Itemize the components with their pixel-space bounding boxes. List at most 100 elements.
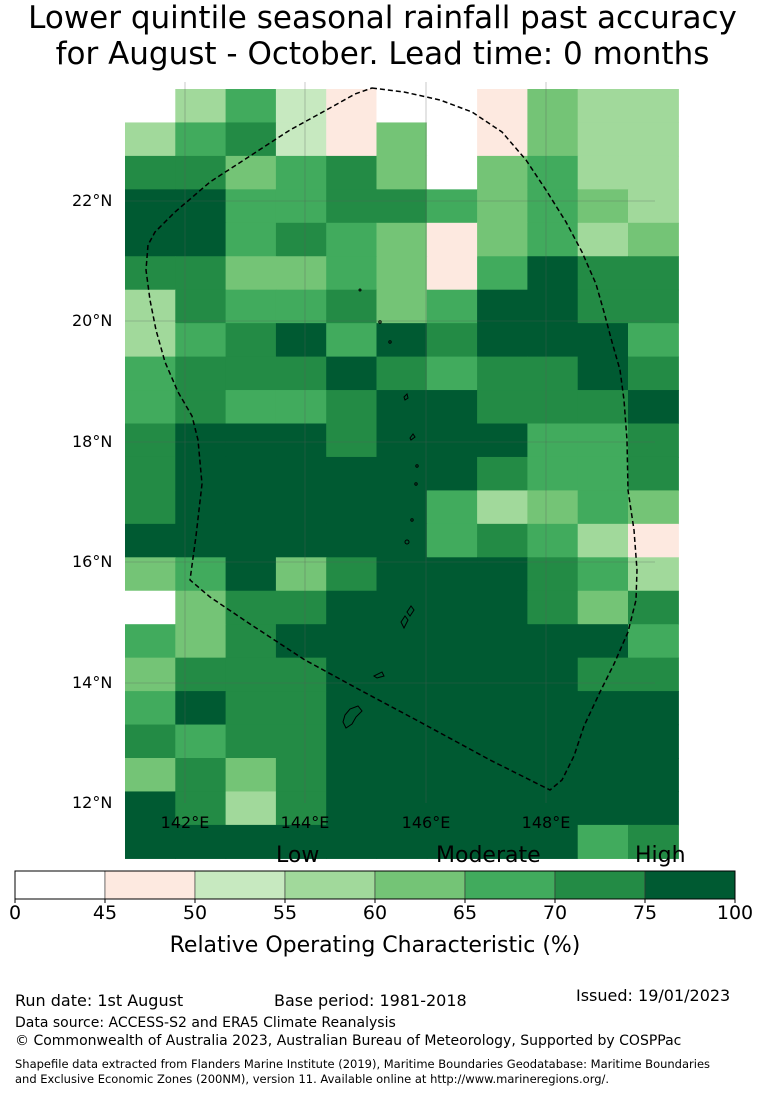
map-cell	[527, 657, 579, 692]
map-cell	[175, 557, 227, 592]
map-cell	[577, 557, 629, 592]
colorbar-tick-45: 45	[92, 902, 118, 924]
map-cell	[628, 624, 679, 659]
map-cell	[225, 155, 277, 190]
map-cell	[175, 423, 227, 458]
map-cell	[527, 356, 579, 391]
map-cell	[125, 456, 176, 491]
map-cell	[225, 758, 277, 793]
map-cell	[275, 122, 327, 157]
map-cell	[225, 356, 277, 391]
map-cell	[577, 523, 629, 558]
colorbar-swatch	[644, 870, 736, 900]
map-cell	[426, 122, 478, 157]
map-cell	[477, 657, 528, 692]
colorbar-title: Relative Operating Characteristic (%)	[169, 933, 581, 958]
map-cell	[125, 791, 176, 826]
map-cell	[628, 256, 679, 291]
map-cell	[125, 89, 176, 124]
map-cell	[225, 423, 277, 458]
map-cell	[527, 189, 579, 224]
map-cell	[225, 657, 277, 692]
map-cell	[577, 423, 629, 458]
map-cell	[275, 222, 327, 257]
map-cell	[527, 390, 579, 425]
map-cell	[477, 390, 528, 425]
shapefile-credit-line-2: and Exclusive Economic Zones (200NM), ve…	[15, 1072, 610, 1086]
map-cell	[225, 323, 277, 358]
colorbar-swatch	[194, 870, 286, 900]
map-cell	[326, 289, 378, 324]
map-cell	[628, 824, 679, 859]
map-cell	[527, 724, 579, 759]
map-cell	[628, 791, 679, 826]
map-cell	[225, 456, 277, 491]
map-cell	[175, 256, 227, 291]
run-date: Run date: 1st August	[15, 991, 184, 1010]
map-cell	[426, 189, 478, 224]
data-source: Data source: ACCESS-S2 and ERA5 Climate …	[15, 1015, 396, 1031]
map-cell	[577, 791, 629, 826]
map-cell	[175, 89, 227, 124]
map-cell	[376, 122, 428, 157]
map-cell	[376, 222, 428, 257]
map-cell	[577, 323, 629, 358]
island-outlines	[342, 288, 419, 729]
map-cell	[225, 724, 277, 759]
map-cell	[125, 122, 176, 157]
map-cell	[426, 824, 478, 859]
map-cell	[225, 289, 277, 324]
map-cell	[225, 222, 277, 257]
map-cell	[125, 323, 176, 358]
lat-label-14n: 14°N	[72, 673, 113, 692]
colorbar-swatch	[284, 870, 376, 900]
map-cell	[477, 222, 528, 257]
map-cell	[225, 824, 277, 859]
map-cell	[426, 390, 478, 425]
map-cell	[527, 590, 579, 625]
map-cell	[628, 724, 679, 759]
map-cell	[125, 824, 176, 859]
map-cell	[628, 523, 679, 558]
issued-date: Issued: 19/01/2023	[576, 986, 731, 1005]
lon-label-142e: 142°E	[160, 813, 210, 832]
copyright: © Commonwealth of Australia 2023, Austra…	[15, 1033, 682, 1049]
map-cell	[527, 122, 579, 157]
map-cell	[175, 356, 227, 391]
map-cell	[125, 758, 176, 793]
map-cell	[527, 456, 579, 491]
map-cell	[477, 590, 528, 625]
map-cell	[326, 356, 378, 391]
map-cell	[376, 490, 428, 525]
map-cell	[175, 222, 227, 257]
map-cell	[175, 390, 227, 425]
map-cell	[577, 590, 629, 625]
map-cell	[426, 289, 478, 324]
map-cell	[527, 758, 579, 793]
map-cell	[527, 89, 579, 124]
map-cell	[275, 724, 327, 759]
map-cell	[275, 523, 327, 558]
map-cell	[577, 724, 629, 759]
map-cell	[426, 423, 478, 458]
map-cell	[175, 657, 227, 692]
map-cell	[628, 557, 679, 592]
map-cell	[326, 222, 378, 257]
map-cell	[477, 490, 528, 525]
shapefile-credit-line-1: Shapefile data extracted from Flanders M…	[15, 1057, 711, 1071]
map-cell	[376, 724, 428, 759]
map-cell	[628, 456, 679, 491]
map-cell	[477, 423, 528, 458]
map-cell	[426, 323, 478, 358]
map-cell	[125, 724, 176, 759]
map-cell	[125, 189, 176, 224]
map-cell	[527, 624, 579, 659]
map-cell	[175, 189, 227, 224]
map-cell	[477, 256, 528, 291]
map-cell	[376, 289, 428, 324]
map-cell	[275, 791, 327, 826]
map-cell	[376, 557, 428, 592]
map-cell	[125, 356, 176, 391]
map-cell	[376, 657, 428, 692]
